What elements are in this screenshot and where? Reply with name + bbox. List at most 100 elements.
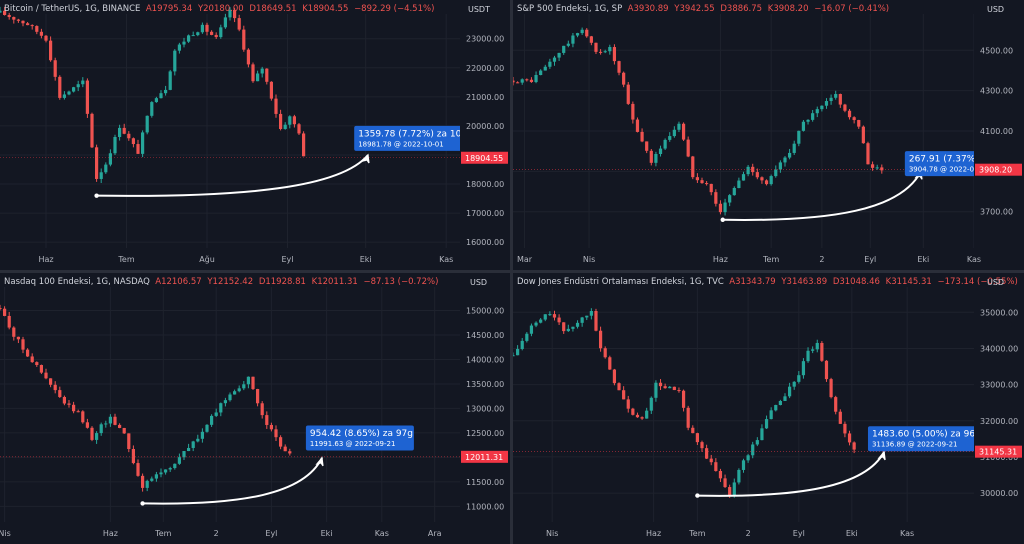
candle-body	[113, 137, 117, 154]
candle-body	[649, 397, 653, 411]
candle-body	[39, 31, 43, 36]
measure-start-dot	[695, 493, 700, 498]
candle-body	[797, 375, 801, 382]
candle-body	[681, 123, 686, 140]
price-tick-label: 30000.00	[980, 489, 1018, 498]
candle-body	[811, 113, 815, 120]
candle-body	[575, 33, 580, 36]
time-tick-label: Eki	[917, 255, 929, 264]
candle-body	[834, 397, 838, 412]
symbol-line[interactable]: Nasdaq 100 Endeksi, 1G, NASDAQ	[4, 277, 150, 287]
candle-body	[210, 415, 214, 425]
candle-body	[95, 433, 99, 440]
candle-body	[686, 139, 690, 157]
candle-body	[237, 388, 241, 392]
candle-body	[256, 389, 260, 404]
time-tick-label: Eki	[846, 529, 858, 538]
candle-body	[265, 68, 269, 82]
symbol-line[interactable]: S&P 500 Endeksi, 1G, SP	[517, 4, 623, 14]
symbol-line[interactable]: Dow Jones Endüstri Ortalaması Endeksi, 1…	[517, 277, 724, 287]
candle-body	[141, 475, 145, 488]
candle-body	[145, 115, 149, 133]
candle-body	[274, 429, 278, 438]
candle-body	[302, 133, 306, 157]
time-tick-label: Kas	[900, 529, 914, 538]
candle-body	[525, 333, 529, 341]
measure-box	[867, 426, 976, 452]
price-tick-label: 13000.00	[466, 404, 504, 413]
candle-body	[857, 120, 861, 127]
time-tick-label: 2	[214, 529, 219, 538]
candle-body	[760, 177, 764, 181]
candle-body	[746, 455, 750, 461]
price-tick-label: 13500.00	[466, 380, 504, 389]
candle-body	[732, 188, 736, 196]
candle-body	[122, 127, 126, 134]
measure-sublabel: 3904.78 @ 2022-09-28	[909, 166, 990, 174]
price-axis	[460, 273, 510, 544]
candle-body	[788, 386, 792, 397]
chart-pane-btc[interactable]: 1359.78 (7.72%) za 105g 18981.78 @ 2022-1…	[0, 0, 510, 270]
measure-box	[354, 125, 463, 151]
time-tick-label: Haz	[103, 529, 118, 538]
candle-body	[246, 49, 250, 65]
candle-body	[575, 322, 580, 327]
candle-body	[53, 384, 57, 391]
candle-body	[85, 80, 89, 114]
candle-body	[62, 94, 66, 98]
candle-body	[219, 27, 223, 38]
candle-body	[728, 487, 732, 496]
price-tick-label: 23000.00	[466, 35, 504, 44]
candle-body	[159, 472, 163, 475]
measure-arrow	[722, 170, 922, 221]
legend-btc: Bitcoin / TetherUS, 1G, BINANCE A19795.3…	[4, 4, 435, 14]
last-price-label: 18904.55	[465, 154, 503, 163]
candle-body	[529, 79, 534, 83]
symbol-line[interactable]: Bitcoin / TetherUS, 1G, BINANCE	[4, 4, 141, 14]
measure-sublabel: 31136.89 @ 2022-09-21	[872, 441, 958, 449]
ohlc-change: −87.13 (−0.72%)	[363, 277, 439, 287]
ohlc-high: 3942.55	[679, 4, 715, 14]
candle-body	[237, 18, 241, 30]
candle-body	[566, 328, 570, 332]
candle-body	[783, 396, 787, 401]
candle-body	[16, 19, 20, 21]
price-tick-label: 3700.00	[980, 208, 1013, 217]
candle-body	[122, 427, 126, 434]
candle-body	[44, 35, 48, 41]
time-tick-label: Eki	[360, 255, 372, 264]
candle-body	[737, 469, 741, 483]
candle-body	[594, 42, 598, 52]
chart-pane-spx[interactable]: 267.91 (7.37%) za 97g 3904.78 @ 2022-09-2…	[513, 0, 1024, 270]
candle-body	[108, 416, 112, 424]
candle-body	[681, 390, 686, 408]
candle-body	[187, 447, 191, 452]
candle-body	[801, 361, 806, 376]
candle-body	[99, 172, 103, 179]
candle-body	[154, 98, 158, 103]
ohlc-high: 20180.00	[203, 4, 244, 14]
candle-body	[880, 167, 884, 171]
legend-dji: Dow Jones Endüstri Ortalaması Endeksi, 1…	[517, 277, 1018, 287]
chart-pane-dji[interactable]: 1483.60 (5.00%) za 96g 31136.89 @ 2022-09…	[513, 273, 1024, 544]
ohlc-open: 3930.89	[633, 4, 669, 14]
candle-body	[30, 356, 34, 363]
candle-body	[90, 427, 94, 440]
price-tick-label: 18000.00	[466, 180, 504, 189]
candle-body	[811, 349, 815, 351]
candle-body	[81, 411, 85, 423]
chart-pane-ndx[interactable]: 954.42 (8.65%) za 97g 11991.63 @ 2022-09-…	[0, 273, 510, 544]
measure-sublabel: 18981.78 @ 2022-10-01	[358, 140, 444, 148]
candle-body	[113, 416, 117, 425]
candle-body	[732, 482, 736, 496]
candle-body	[141, 132, 145, 154]
measure-start-dot	[720, 217, 725, 222]
time-tick-label: Haz	[713, 255, 728, 264]
measure-label: 267.91 (7.37%) za 97g	[909, 155, 1012, 165]
candle-body	[288, 116, 292, 125]
legend-ndx: Nasdaq 100 Endeksi, 1G, NASDAQ A12106.57…	[4, 277, 439, 287]
